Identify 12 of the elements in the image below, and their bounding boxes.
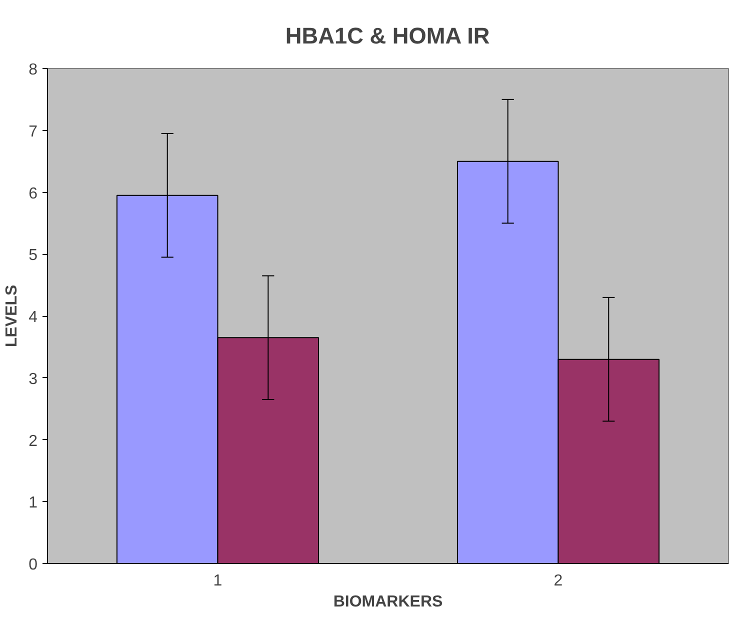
y-tick-label: 8: [28, 62, 38, 78]
y-tick-label: 3: [28, 370, 38, 388]
x-axis-title: BIOMARKERS: [333, 594, 443, 610]
y-tick-label: 4: [28, 309, 38, 326]
y-tick-label: 2: [28, 432, 38, 450]
y-tick-label: 1: [28, 494, 38, 512]
y-tick-label: 5: [28, 247, 38, 264]
y-tick-label: 0: [28, 556, 38, 574]
y-tick-label: 7: [28, 123, 38, 140]
y-tick-label: 6: [28, 185, 38, 202]
y-axis-title: LEVELS: [4, 284, 21, 348]
chart-title: HBA1C & HOMA IR: [285, 22, 490, 48]
